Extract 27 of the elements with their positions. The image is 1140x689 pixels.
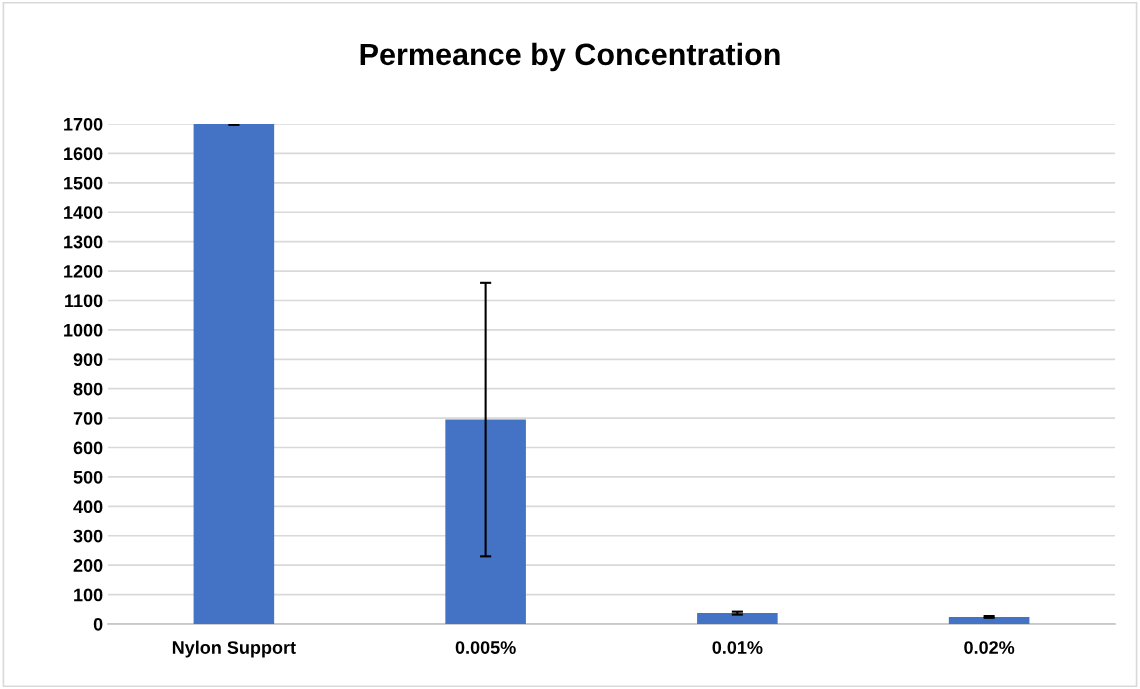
y-tick-label: 1300	[64, 235, 103, 249]
bar	[445, 419, 526, 624]
y-tick-label: 900	[73, 353, 103, 367]
x-tick-label: Nylon Support	[172, 640, 296, 658]
bar	[697, 613, 778, 624]
chart-title: Permeance by Concentration	[360, 42, 780, 72]
y-tick-label: 800	[73, 382, 103, 396]
y-tick-label: 1500	[64, 176, 103, 190]
y-tick-label: 1400	[64, 206, 103, 219]
y-tick-label: 1100	[65, 294, 103, 308]
y-tick-label: 1200	[64, 264, 103, 278]
x-tick-label: 0.02%	[964, 641, 1015, 654]
y-tick-label: 200	[73, 559, 103, 572]
y-tick-label: 500	[73, 470, 103, 484]
x-tick-label: 0.01%	[712, 641, 763, 654]
y-tick-label: 700	[73, 412, 103, 425]
y-tick-label: 1700	[64, 117, 103, 131]
y-tick-label: 600	[73, 441, 103, 455]
bar	[193, 124, 275, 624]
y-tick-label: 300	[73, 529, 103, 543]
x-tick-label: 0.005%	[455, 641, 516, 654]
y-tick-label: 1000	[64, 323, 103, 337]
y-tick-label: 100	[74, 588, 103, 602]
y-tick-label: 0	[93, 617, 103, 631]
y-tick-label: 400	[73, 500, 103, 514]
y-tick-label: 1600	[64, 147, 103, 161]
bar	[948, 616, 1030, 624]
